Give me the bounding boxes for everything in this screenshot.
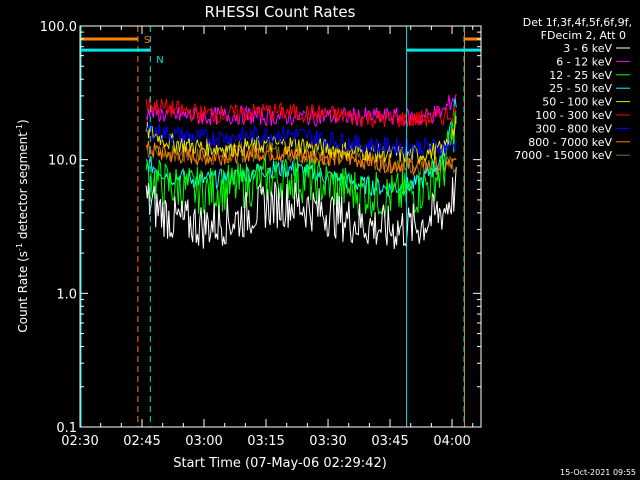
legend-label: 7000 - 15000 keV — [514, 149, 612, 162]
x-tick-label: 03:30 — [309, 434, 346, 449]
x-tick-label: 03:15 — [247, 434, 284, 449]
legend-label: 6 - 12 keV — [556, 55, 612, 68]
legend-header-line-1: Det 1f,3f,4f,5f,6f,9f, — [523, 16, 632, 29]
series-line — [145, 94, 457, 127]
legend-label: 25 - 50 keV — [549, 82, 612, 95]
series-line — [145, 97, 457, 128]
marker-layer: SN — [80, 26, 481, 427]
y-tick-label: 1.0 — [56, 287, 77, 302]
y-axis-label-main: Count Rate (s — [16, 251, 30, 333]
legend-label: 50 - 100 keV — [542, 96, 612, 109]
legend-label: 12 - 25 keV — [549, 69, 612, 82]
series-line — [145, 111, 457, 217]
series-line — [145, 122, 457, 158]
x-tick-label: 04:00 — [433, 434, 470, 449]
x-tick-label: 02:30 — [61, 434, 98, 449]
y-axis-label-sup-2: -1 — [15, 124, 24, 132]
series-line — [145, 116, 457, 164]
marker-label: S — [144, 35, 150, 46]
legend-label: 800 - 7000 keV — [528, 136, 612, 149]
x-tick-label: 02:45 — [123, 434, 160, 449]
x-axis-label: Start Time (07-May-06 02:29:42) — [173, 456, 387, 471]
y-axis-label-end: ) — [16, 119, 30, 124]
series-line — [145, 142, 457, 176]
y-tick-label: 10.0 — [48, 154, 77, 169]
x-tick-label: 03:45 — [371, 434, 408, 449]
y-axis-label: Count Rate (s-1 detector segment-1) — [15, 119, 30, 332]
legend-label: 300 - 800 keV — [535, 122, 612, 135]
y-axis: 0.1 1.0 10.0 100.0 — [40, 20, 481, 436]
y-axis-label-mid: detector segment — [16, 132, 30, 243]
x-tick-label: 03:00 — [185, 434, 222, 449]
legend-label: 100 - 300 keV — [535, 109, 612, 122]
y-tick-label: 0.1 — [56, 421, 77, 436]
legend-label: 3 - 6 keV — [563, 42, 612, 55]
y-tick-label: 100.0 — [40, 20, 77, 35]
timestamp-label: 15-Oct-2021 09:55 — [560, 468, 636, 477]
series-layer — [145, 94, 457, 250]
y-axis-label-sup-1: -1 — [15, 243, 24, 251]
chart-title: RHESSI Count Rates — [205, 3, 356, 21]
x-axis: 02:30 02:45 03:00 03:15 03:30 03:45 04:00 — [61, 26, 474, 449]
legend-header-line-2: FDecim 2, Att 0 — [541, 29, 626, 42]
series-line — [145, 167, 457, 250]
plot-frame — [79, 25, 482, 428]
legend: Det 1f,3f,4f,5f,6f,9f, FDecim 2, Att 0 3… — [514, 16, 632, 162]
marker-label: N — [156, 55, 163, 66]
